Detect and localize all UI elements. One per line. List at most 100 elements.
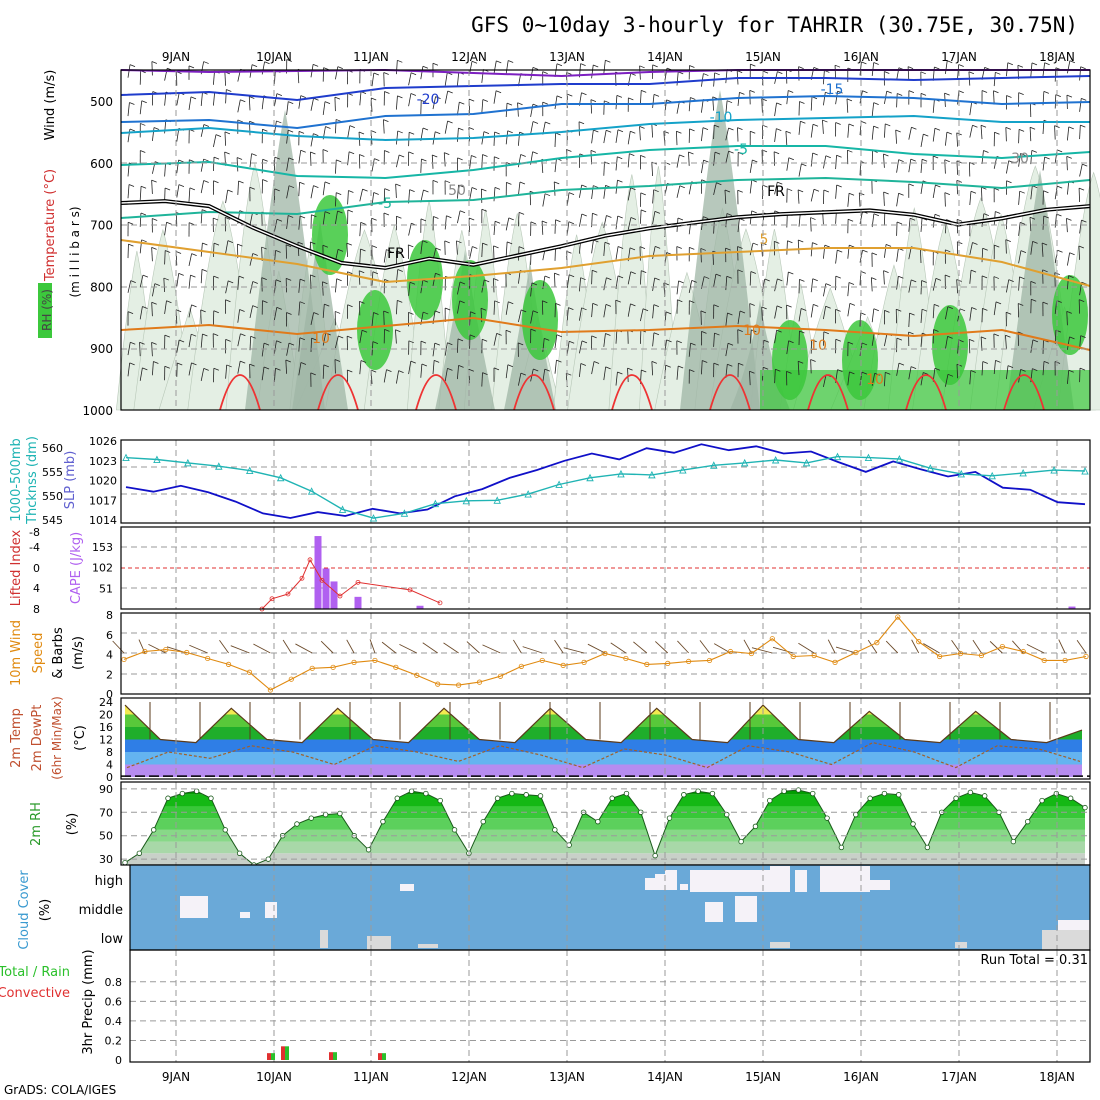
wind-barb (384, 91, 390, 94)
wind-barb (469, 217, 475, 221)
wind-barb (786, 240, 788, 255)
wind-barb (627, 368, 629, 383)
wind-barb (752, 242, 759, 246)
wind-barb (862, 249, 868, 253)
wind-barb (288, 342, 295, 346)
wind-barb (224, 71, 226, 86)
temperature-tick: 16 (99, 721, 113, 734)
wind-barb (799, 101, 805, 104)
thickness-marker (246, 466, 254, 475)
wind-barb (142, 274, 149, 278)
wind-barb (934, 367, 941, 371)
wind-barb (274, 93, 278, 107)
wind-barb (823, 189, 829, 193)
wind-barb (799, 279, 805, 282)
thickness-marker (1019, 468, 1027, 477)
rh-marker (308, 815, 314, 821)
wind-barb (422, 127, 429, 131)
wind-barb (603, 333, 606, 347)
wind-barb (371, 312, 374, 326)
wind-barb (129, 128, 136, 132)
wind-barb (579, 213, 583, 227)
wind-speed-marker (644, 661, 650, 667)
wind-barb (1066, 311, 1068, 326)
wind-barb (1043, 215, 1049, 219)
wind-barb (871, 277, 877, 280)
wind-barb (248, 96, 251, 111)
wind-barb (200, 242, 203, 257)
wind-barb (725, 151, 729, 164)
wind-barb (522, 646, 543, 654)
contour-label: -20 (417, 92, 440, 108)
wind-speed-marker (435, 681, 441, 687)
wind-speed-marker (748, 650, 754, 657)
cloud-cover-cell (705, 902, 723, 922)
thickness-marker (307, 487, 316, 495)
wind-barb (981, 90, 988, 93)
contour-label: -5 (378, 196, 392, 212)
wind-barb (652, 189, 655, 204)
wind-barb (688, 343, 691, 357)
wind-barb (947, 306, 953, 310)
wind-barb (1068, 369, 1074, 373)
wind-barb (726, 275, 732, 279)
wind-barb (957, 339, 960, 354)
wind-barb (1066, 217, 1072, 221)
wind-barb (898, 159, 904, 163)
wind-barb (518, 154, 522, 168)
wind-barb (371, 97, 377, 101)
wind-barb (288, 157, 294, 161)
wind-barb (896, 159, 900, 173)
wind-barb (249, 336, 252, 351)
wind-barb (249, 96, 255, 99)
wind-barb (1068, 275, 1074, 278)
pressure-tick: 700 (90, 219, 113, 233)
wind-barb (713, 274, 717, 287)
wind-barb (956, 279, 958, 294)
thickness-tick: 560 (42, 442, 63, 455)
thickness-axis-label: 1000-500mb (9, 438, 24, 522)
wind-barb (725, 276, 728, 291)
wind-barb (371, 72, 375, 87)
wind-barb (835, 275, 841, 279)
wind-barb (298, 362, 302, 376)
wind-barb (774, 181, 778, 195)
wind-barb (786, 271, 789, 286)
wind-barb (200, 334, 203, 348)
wind-barb (384, 188, 390, 192)
wind-barb (276, 218, 283, 222)
wind-barb (286, 59, 292, 62)
wind-barb (956, 180, 958, 195)
rh-axis-label: RH (%) (40, 289, 54, 331)
wind-barb (420, 158, 422, 173)
temperature-tick: 0 (106, 771, 113, 784)
wind-barb (592, 302, 598, 306)
wind-barb (520, 154, 526, 157)
wind-barb (128, 184, 135, 187)
wind-barb (542, 300, 548, 304)
wind-barb (506, 102, 513, 106)
wind-barb (580, 63, 586, 66)
wind-barb (151, 180, 153, 194)
wind-barb (1029, 127, 1032, 142)
wind-barb (895, 129, 897, 144)
wind-barb (920, 71, 926, 75)
wind-barb (580, 363, 587, 366)
wind-barb (627, 303, 631, 317)
wind-barb (249, 281, 254, 294)
wind-barb (615, 299, 621, 303)
wind-barb (262, 158, 268, 162)
wind-barb (628, 97, 634, 101)
rh-marker (136, 850, 143, 856)
wind-barb (300, 362, 307, 365)
isotherm-line (120, 114, 1090, 142)
wind-barb (774, 330, 777, 344)
wind-barb (434, 310, 441, 314)
rh-shade-green (522, 280, 558, 360)
wind-barb (313, 312, 319, 315)
wind-barb (309, 241, 312, 256)
wind-barb (1007, 365, 1014, 368)
wind-barb (225, 217, 231, 220)
wind-barb (337, 210, 343, 214)
wind-barb (566, 149, 572, 152)
